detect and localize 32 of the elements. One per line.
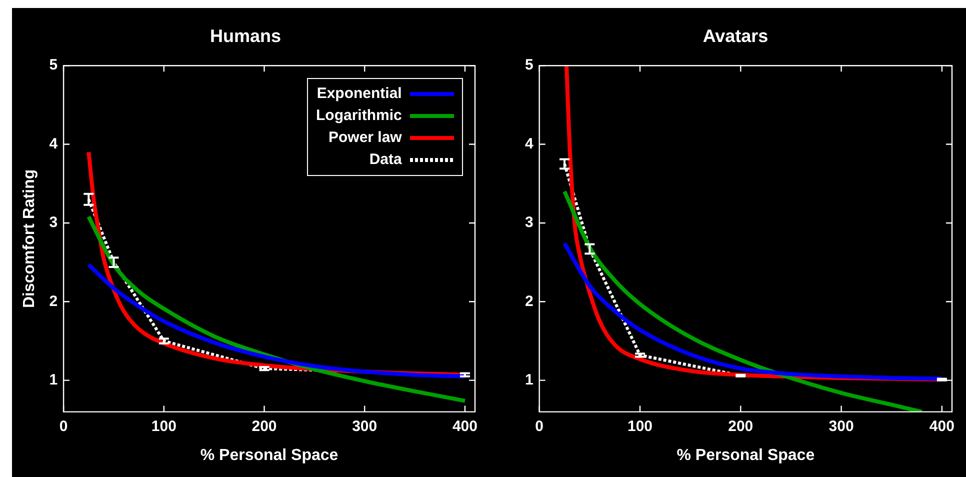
x-tick-label: 200 bbox=[728, 418, 754, 435]
y-tick-label: 2 bbox=[49, 292, 58, 310]
x-tick-label: 100 bbox=[151, 418, 176, 435]
y-tick-label: 3 bbox=[525, 214, 534, 232]
x-tick-label: 300 bbox=[828, 418, 854, 435]
y-tick-label: 5 bbox=[49, 56, 58, 74]
y-tick-label: 1 bbox=[49, 371, 58, 388]
x-tick-label: 400 bbox=[929, 418, 954, 435]
chart-title: Avatars bbox=[702, 26, 768, 46]
legend-label: Power law bbox=[327, 129, 402, 146]
y-tick-label: 5 bbox=[525, 56, 534, 74]
y-tick-label: 4 bbox=[49, 135, 58, 152]
y-tick-label: 3 bbox=[49, 214, 58, 232]
x-tick-label: 300 bbox=[352, 418, 378, 435]
y-tick-label: 4 bbox=[525, 135, 534, 152]
x-tick-label: 0 bbox=[59, 418, 68, 435]
y-axis-title: Discomfort Rating bbox=[21, 169, 38, 308]
legend-label: Data bbox=[368, 151, 402, 168]
x-tick-label: 400 bbox=[452, 418, 478, 435]
legend-label: Logarithmic bbox=[316, 107, 402, 124]
line-series bbox=[86, 262, 467, 378]
line-series bbox=[562, 189, 924, 412]
x-tick-label: 0 bbox=[535, 418, 544, 435]
y-tick-label: 1 bbox=[525, 371, 534, 388]
y-tick-label: 2 bbox=[525, 292, 534, 310]
x-tick-label: 200 bbox=[252, 418, 277, 435]
legend-label: Exponential bbox=[316, 85, 402, 102]
x-tick-label: 100 bbox=[627, 418, 653, 435]
x-axis-title: % Personal Space bbox=[200, 446, 338, 464]
x-axis-title: % Personal Space bbox=[676, 446, 815, 464]
chart-title: Humans bbox=[210, 26, 282, 46]
line-series bbox=[562, 241, 944, 381]
